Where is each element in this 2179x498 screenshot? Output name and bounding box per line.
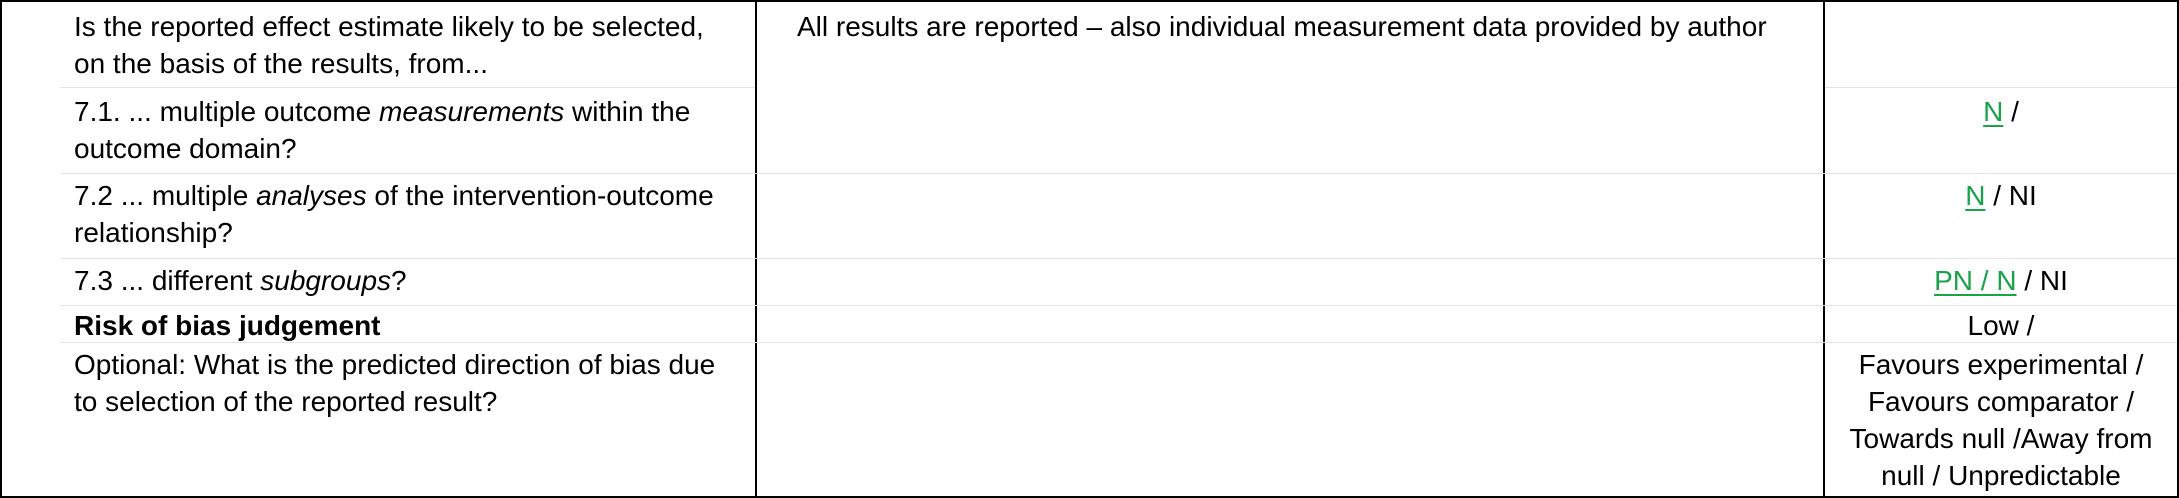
optional-question-line-1: Optional: What is the predicted directio… (74, 349, 716, 380)
row-separator (60, 258, 2177, 259)
answer-7-1-rest: / (2003, 96, 2019, 127)
question-7-2-suffix: of the intervention-outcome (366, 180, 714, 211)
row-separator (60, 305, 2177, 306)
question-7-2-line-1: 7.2 ... multiple analyses of the interve… (74, 177, 714, 214)
answer-7-2-rest: / NI (1985, 180, 2037, 211)
question-7-3-suffix: ? (391, 265, 407, 296)
question-7-1-suffix: within the (564, 96, 691, 127)
question-7-2-prefix: 7.2 ... multiple (74, 180, 257, 211)
optional-answer-line-3: Towards null /Away from (1849, 423, 2153, 454)
question-7-1-line-1: 7.1. ... multiple outcome measurements w… (74, 93, 690, 130)
answer-7-2-selected: N (1965, 180, 1986, 211)
table-right-border (2177, 0, 2179, 498)
risk-of-bias-label: Risk of bias judgement (74, 310, 381, 341)
optional-question-line-2: to selection of the reported result? (74, 386, 498, 417)
question-7-line-2: on the basis of the results, from... (74, 48, 488, 79)
row-separator (60, 173, 2177, 174)
question-7-1-emphasis: measurements (379, 96, 565, 127)
row-separator (60, 87, 755, 88)
question-7-2-emphasis: analyses (256, 180, 367, 211)
risk-of-bias-answer: Low / (1967, 310, 2035, 341)
table-left-border (0, 0, 2, 498)
table-top-border (0, 0, 2179, 2)
question-7-3: 7.3 ... different subgroups? (74, 262, 407, 299)
column-divider-1 (755, 0, 757, 498)
table-bottom-border (0, 496, 2179, 498)
answer-7-1: N / (1825, 93, 2177, 130)
question-7-comment: All results are reported – also individu… (797, 11, 1767, 42)
optional-answer-line-2: Favours comparator / (1867, 386, 2135, 417)
answer-7-3-selected: PN / N (1934, 265, 2017, 296)
question-7-3-emphasis: subgroups (260, 265, 392, 296)
optional-answer-line-4: null / Unpredictable (1881, 460, 2121, 491)
row-separator (60, 342, 2177, 343)
question-7-line-1: Is the reported effect estimate likely t… (74, 11, 704, 42)
answer-7-3-rest: / NI (2016, 265, 2068, 296)
answer-7-2: N / NI (1825, 177, 2177, 214)
question-7-1-prefix: 7.1. ... multiple outcome (74, 96, 380, 127)
row-separator (1825, 87, 2177, 88)
question-7-1-line-2: outcome domain? (74, 133, 297, 164)
question-7-3-prefix: 7.3 ... different (74, 265, 261, 296)
answer-7-1-selected: N (1983, 96, 2004, 127)
optional-answer-line-1: Favours experimental / (1858, 349, 2144, 380)
question-7-2-line-2: relationship? (74, 217, 233, 248)
answer-7-3: PN / N / NI (1825, 262, 2177, 299)
column-divider-2 (1823, 0, 1825, 498)
